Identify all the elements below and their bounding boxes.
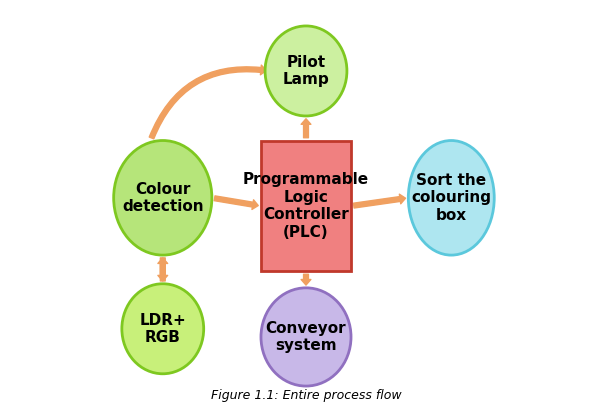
FancyBboxPatch shape bbox=[261, 140, 351, 272]
Ellipse shape bbox=[265, 26, 347, 116]
Ellipse shape bbox=[408, 140, 494, 255]
Text: LDR+
RGB: LDR+ RGB bbox=[140, 313, 186, 345]
Text: Colour
detection: Colour detection bbox=[122, 182, 204, 214]
Text: Figure 1.1: Entire process flow: Figure 1.1: Entire process flow bbox=[211, 389, 401, 403]
Text: Programmable
Logic
Controller
(PLC): Programmable Logic Controller (PLC) bbox=[243, 172, 369, 240]
Ellipse shape bbox=[122, 284, 204, 374]
Text: Conveyor
system: Conveyor system bbox=[266, 321, 346, 353]
Text: Sort the
colouring
box: Sort the colouring box bbox=[411, 173, 491, 223]
Text: Pilot
Lamp: Pilot Lamp bbox=[283, 55, 329, 87]
Ellipse shape bbox=[261, 288, 351, 386]
Ellipse shape bbox=[114, 140, 212, 255]
